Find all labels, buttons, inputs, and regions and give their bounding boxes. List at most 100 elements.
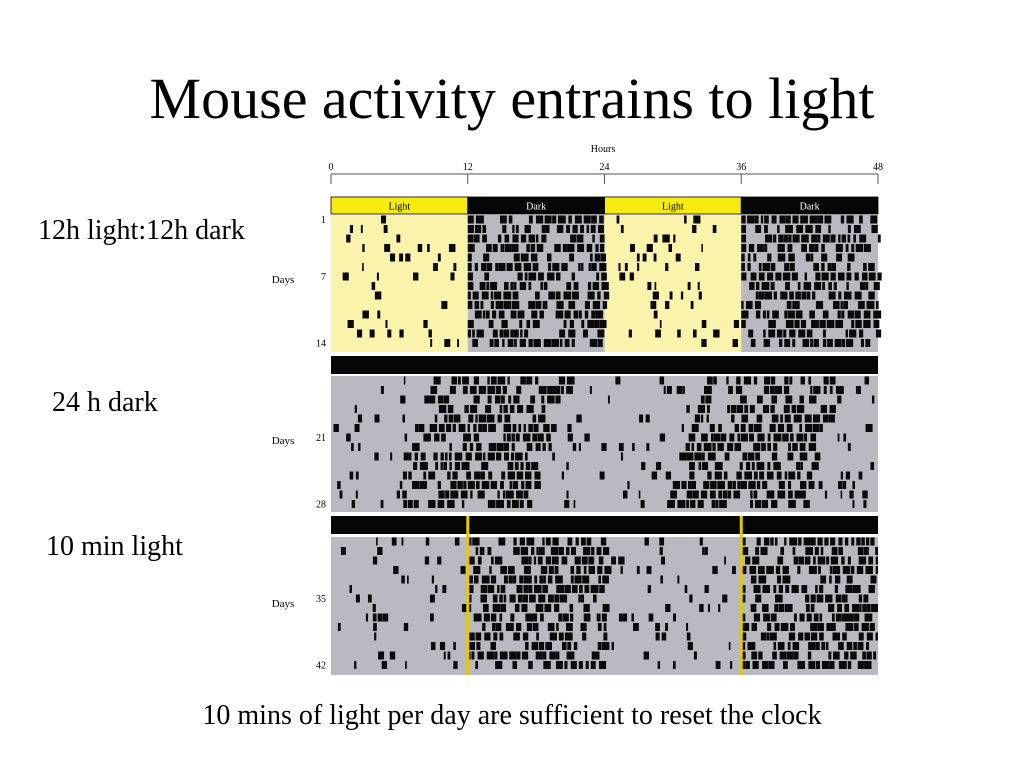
activity-mark xyxy=(627,481,630,489)
activity-mark xyxy=(548,566,554,574)
activity-mark xyxy=(852,481,855,489)
activity-mark xyxy=(849,613,854,622)
activity-mark xyxy=(791,405,797,413)
activity-mark xyxy=(863,244,871,252)
activity-mark xyxy=(447,405,454,413)
activity-mark xyxy=(767,272,774,281)
activity-mark xyxy=(467,585,474,593)
activity-mark xyxy=(566,244,575,252)
activity-mark xyxy=(597,623,602,631)
activity-mark xyxy=(424,556,430,565)
activity-mark xyxy=(472,329,475,338)
activity-mark xyxy=(788,253,795,262)
activity-mark xyxy=(473,395,480,404)
activity-mark xyxy=(372,604,376,612)
activity-mark xyxy=(700,395,705,404)
activity-mark xyxy=(503,301,511,309)
activity-mark xyxy=(829,575,832,584)
activity-mark xyxy=(534,481,541,489)
activity-mark xyxy=(490,575,497,584)
activity-mark xyxy=(812,424,820,432)
activity-mark xyxy=(793,613,797,622)
activity-mark xyxy=(762,604,769,612)
activity-mark xyxy=(661,556,666,565)
activity-mark xyxy=(857,661,864,669)
activity-mark xyxy=(372,556,378,565)
activity-mark xyxy=(800,481,807,489)
activity-mark xyxy=(369,329,375,338)
activity-mark xyxy=(526,320,531,328)
activity-mark xyxy=(834,339,842,347)
activity-mark xyxy=(868,291,875,300)
activity-mark xyxy=(490,291,494,300)
activity-mark xyxy=(719,500,727,508)
activity-mark xyxy=(863,320,871,328)
activity-mark xyxy=(555,291,561,300)
activity-mark xyxy=(790,623,795,631)
activity-mark xyxy=(511,433,515,442)
activity-mark xyxy=(603,632,608,641)
activity-mark xyxy=(741,234,747,243)
activity-mark xyxy=(703,386,712,394)
activity-mark xyxy=(866,651,872,660)
activity-mark xyxy=(620,225,624,233)
activity-mark xyxy=(740,395,747,404)
activity-mark xyxy=(525,481,532,489)
activity-mark xyxy=(787,481,792,489)
activity-mark xyxy=(841,594,848,603)
activity-mark xyxy=(434,433,440,442)
activity-mark xyxy=(862,490,868,499)
activity-mark xyxy=(512,661,518,669)
activity-mark xyxy=(513,329,519,338)
activity-mark xyxy=(754,215,759,224)
activity-mark xyxy=(486,244,492,252)
activity-mark xyxy=(357,414,363,423)
activity-mark xyxy=(727,405,731,413)
activity-mark xyxy=(578,310,582,319)
activity-mark xyxy=(718,490,723,499)
activity-mark xyxy=(753,490,758,499)
activity-mark xyxy=(587,282,592,290)
activity-mark xyxy=(499,651,508,660)
activity-mark xyxy=(508,575,513,584)
x-tick-label-12: 12 xyxy=(463,162,473,173)
activity-mark xyxy=(774,386,782,394)
activity-mark xyxy=(806,329,813,338)
activity-mark xyxy=(508,566,515,574)
activity-mark xyxy=(511,443,515,451)
activity-mark xyxy=(583,613,591,622)
activity-mark xyxy=(531,642,539,650)
activity-mark xyxy=(548,263,552,271)
activity-mark xyxy=(856,537,861,546)
y-axis-title-3: Days xyxy=(272,598,295,610)
activity-mark xyxy=(581,263,584,271)
activity-mark xyxy=(618,263,621,271)
activity-mark xyxy=(865,566,873,574)
activity-mark xyxy=(525,642,529,650)
activity-mark xyxy=(545,537,551,546)
activity-mark xyxy=(541,395,545,404)
activity-mark xyxy=(813,556,816,565)
activity-mark xyxy=(846,575,853,584)
activity-mark xyxy=(546,253,552,262)
activity-mark xyxy=(753,253,757,262)
activity-mark xyxy=(562,244,567,252)
activity-mark xyxy=(628,329,632,338)
activity-mark xyxy=(697,405,706,413)
activity-mark xyxy=(551,424,557,432)
activity-mark xyxy=(528,424,533,432)
activity-mark xyxy=(574,215,582,224)
activity-mark xyxy=(768,329,776,338)
activity-mark xyxy=(821,272,829,281)
activity-mark xyxy=(475,547,479,555)
activity-mark xyxy=(496,452,502,461)
activity-mark xyxy=(770,405,775,413)
activity-mark xyxy=(510,452,515,461)
activity-mark xyxy=(473,376,479,385)
activity-mark xyxy=(661,632,667,641)
activity-mark xyxy=(741,263,745,271)
activity-mark xyxy=(873,320,880,328)
activity-mark xyxy=(519,282,527,290)
activity-mark xyxy=(809,244,815,252)
activity-mark xyxy=(578,263,581,271)
